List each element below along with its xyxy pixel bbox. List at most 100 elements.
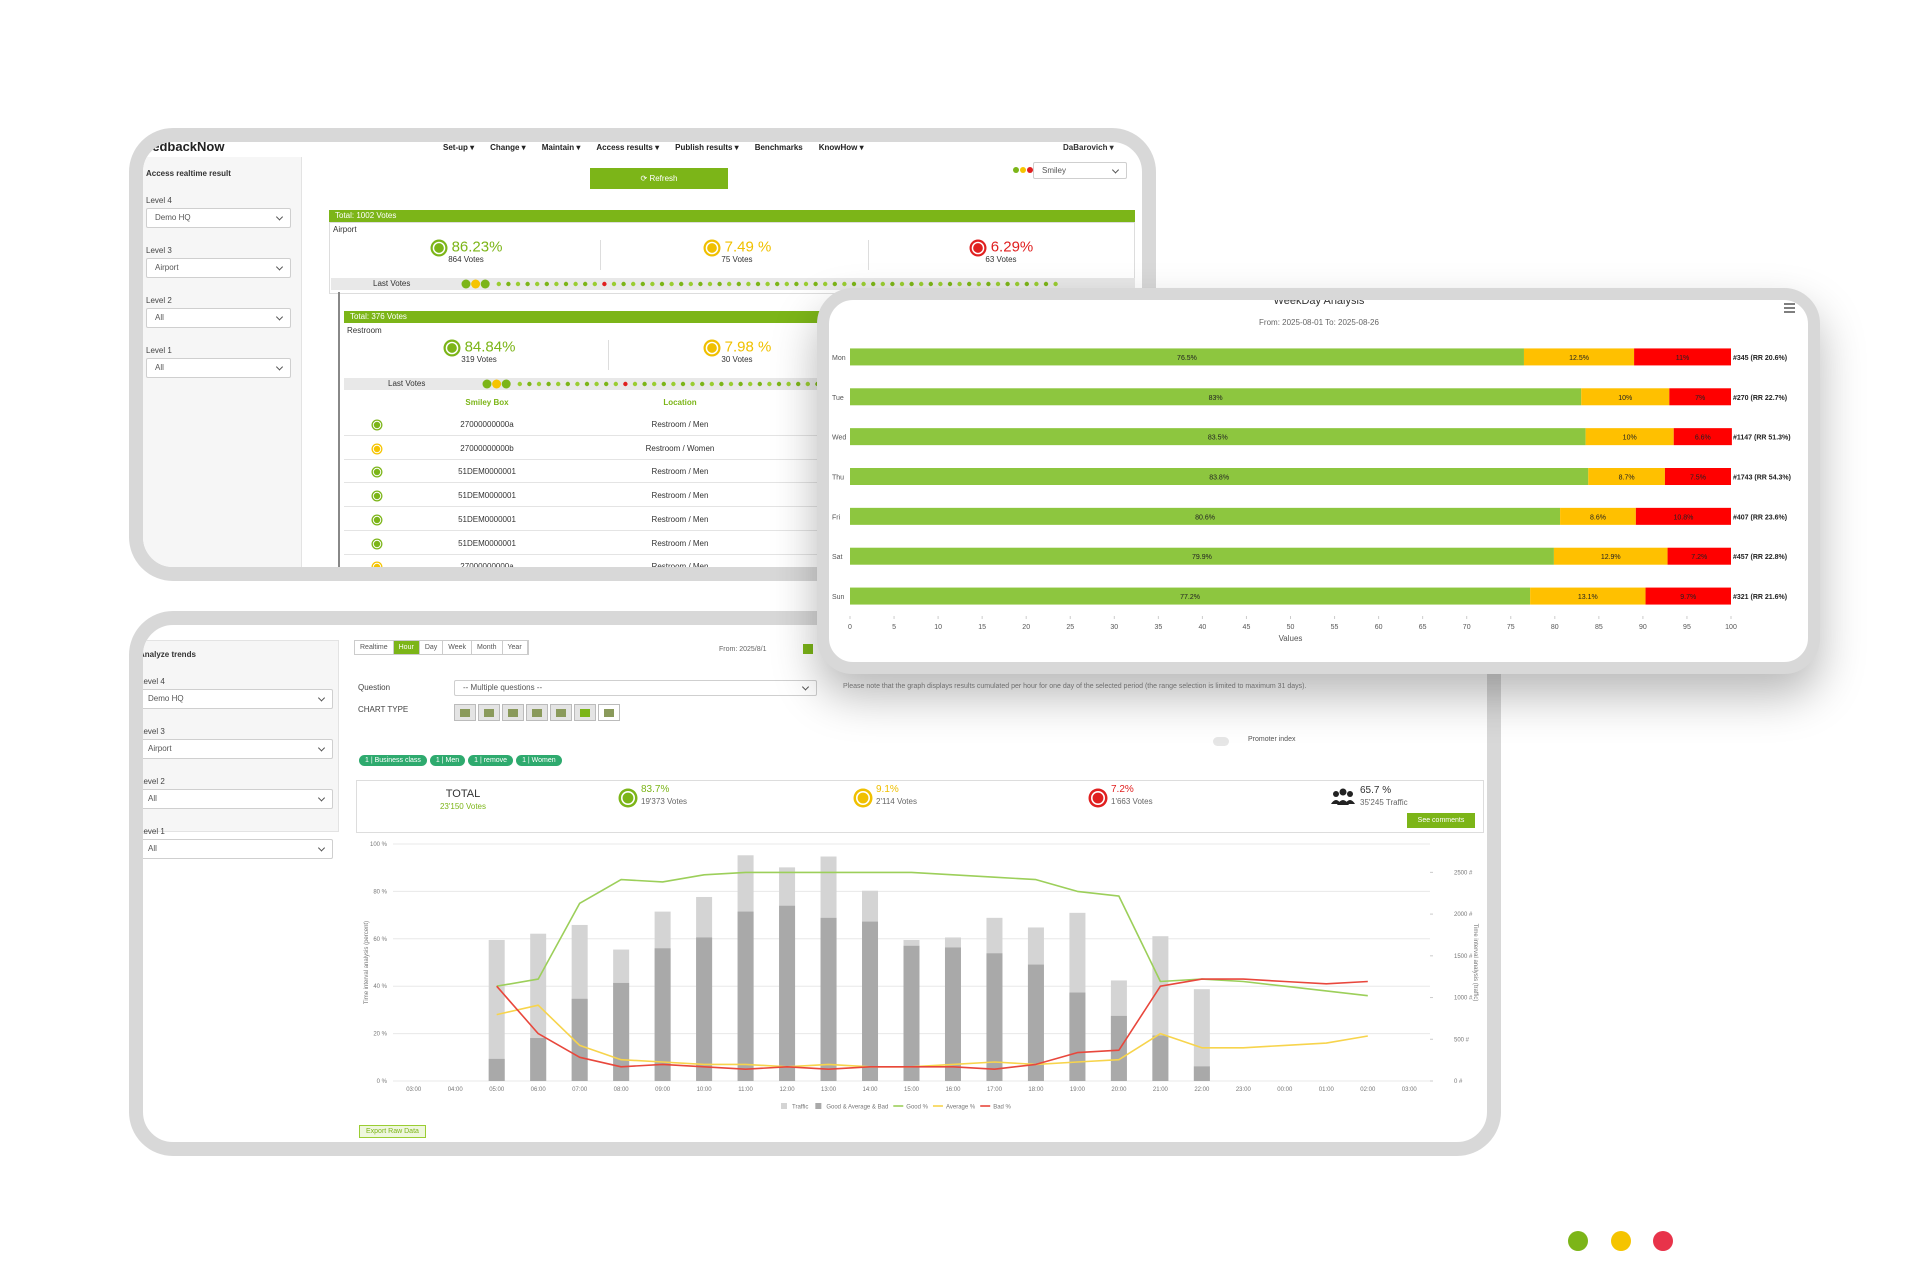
tab[interactable]: Day [420, 641, 444, 654]
tab[interactable]: Realtime [355, 641, 394, 654]
vote-dot [967, 281, 972, 287]
x-tick-label: 40 [1199, 624, 1207, 631]
vote-dot [717, 281, 722, 287]
location: Restroom / Men [651, 467, 709, 477]
smiley-icon [371, 538, 383, 549]
x-tick-label: 60 [1375, 624, 1383, 631]
level-select[interactable]: Airport [143, 739, 333, 759]
bar-label: 7.2% [1691, 554, 1707, 561]
y-tick-label: 100 % [370, 842, 388, 848]
nav: Set-up ▾ Change ▾ Maintain ▾ Access results… [443, 143, 864, 152]
level-select[interactable]: All [143, 789, 333, 809]
legend-item[interactable]: Good % [893, 1105, 929, 1111]
filter-chip[interactable]: 1 | remove [468, 755, 514, 766]
y-tick-label: 40 % [373, 984, 387, 990]
question-select[interactable]: -- Multiple questions -- [454, 680, 817, 696]
tab[interactable]: Month [472, 641, 503, 654]
tab[interactable]: Hour [393, 641, 420, 654]
refresh-button[interactable]: ⟳ Refresh [590, 168, 728, 189]
user-menu[interactable]: DaBarovich ▾ [1063, 143, 1114, 152]
vote-dot [506, 281, 511, 287]
stat-percent: 86.23% [451, 238, 503, 256]
chart-type-button[interactable] [502, 704, 524, 721]
nav-item[interactable]: KnowHow ▾ [818, 143, 864, 152]
level-label: Level 4 [139, 677, 165, 686]
chart-type-button[interactable] [550, 704, 572, 721]
bar [1069, 992, 1086, 1081]
legend-item[interactable]: Bad % [980, 1105, 1012, 1111]
filter-chip[interactable]: 1 | Business class [359, 755, 427, 766]
vote-dot [671, 381, 676, 387]
chart-subtitle: From: 2025-08-01 To: 2025-08-26 [1259, 318, 1379, 327]
stat-percent: 7.98 % [724, 338, 772, 356]
vote-dot [786, 381, 791, 387]
vote-dot [1015, 281, 1020, 287]
chart-type-button[interactable] [478, 704, 500, 721]
tab[interactable]: Year [503, 641, 528, 654]
see-comments-button[interactable]: See comments [1407, 813, 1475, 828]
vote-dot [461, 279, 471, 289]
smiley-box: 27000000000a [460, 562, 514, 572]
bar [862, 921, 879, 1081]
smiley-inner [705, 341, 718, 355]
tab[interactable]: Week [443, 641, 473, 654]
promoter-toggle[interactable] [1213, 737, 1229, 746]
filter-chip[interactable]: 1 | Women [516, 755, 562, 766]
level-label: Level 1 [139, 827, 165, 836]
nav-item[interactable]: Set-up ▾ [443, 143, 475, 152]
vote-dot [631, 281, 636, 287]
nav-item[interactable]: Publish results ▾ [675, 143, 739, 152]
filter-chip[interactable]: 1 | Men [429, 755, 466, 766]
level-select[interactable]: Demo HQ [146, 208, 291, 228]
x-tick-label: 07:00 [572, 1087, 588, 1093]
smiley-icon [371, 561, 383, 567]
nav-item[interactable]: Benchmarks [754, 143, 803, 152]
stat: 84.84% 319 Votes [404, 338, 554, 364]
chart-type-button[interactable] [574, 704, 596, 721]
level-select[interactable]: All [143, 839, 333, 859]
chart-type-buttons [454, 704, 620, 721]
x-tick-label: 75 [1507, 624, 1515, 631]
level-select[interactable]: All [146, 308, 291, 328]
vote-dot [482, 379, 492, 389]
bar [613, 982, 630, 1081]
legend-item[interactable]: Good & Average & Bad [815, 1103, 888, 1111]
stat-percent: 7.49 % [724, 238, 772, 256]
bar [737, 911, 754, 1081]
vote-dot [947, 281, 953, 287]
nav-item[interactable]: Maintain ▾ [541, 143, 581, 152]
vote-dot [613, 381, 618, 387]
legend-label: Bad % [993, 1105, 1011, 1111]
view-select[interactable]: Smiley [1033, 162, 1127, 179]
vote-dot [554, 281, 559, 287]
calendar-icon[interactable] [803, 644, 813, 654]
y-tick-label: 0 % [377, 1079, 388, 1085]
vote-dot [611, 281, 617, 287]
level-select[interactable]: Airport [146, 258, 291, 278]
vote-dot [584, 381, 590, 387]
chart-type-button[interactable] [598, 704, 620, 721]
y2-tick-label: 0 # [1454, 1079, 1463, 1085]
bar [1193, 989, 1210, 1081]
x-tick-label: 00:00 [1277, 1087, 1293, 1093]
nav-item[interactable]: Access results ▾ [596, 143, 660, 152]
legend-item[interactable]: Traffic [781, 1103, 808, 1111]
vote-dot [1043, 281, 1049, 287]
level-select[interactable]: Demo HQ [143, 689, 333, 709]
legend-item[interactable]: Average % [932, 1105, 976, 1111]
nav-item[interactable]: Change ▾ [490, 143, 526, 152]
bar-end-label: #457 (RR 22.8%) [1733, 554, 1787, 561]
bar-segment [1634, 348, 1731, 366]
export-button[interactable]: Export Raw Data [359, 1125, 426, 1138]
smiley-inner [372, 444, 382, 453]
vote-dot [805, 381, 810, 387]
x-tick-label: 14:00 [863, 1087, 879, 1093]
bar-label: 7% [1695, 395, 1705, 402]
refresh-label: Refresh [649, 174, 678, 183]
chart-type-button[interactable] [526, 704, 548, 721]
bar-label: 83.5% [1208, 435, 1228, 442]
level-select[interactable]: All [146, 358, 291, 378]
chart-type-button[interactable] [454, 704, 476, 721]
x-axis-title: Values [1279, 634, 1303, 643]
